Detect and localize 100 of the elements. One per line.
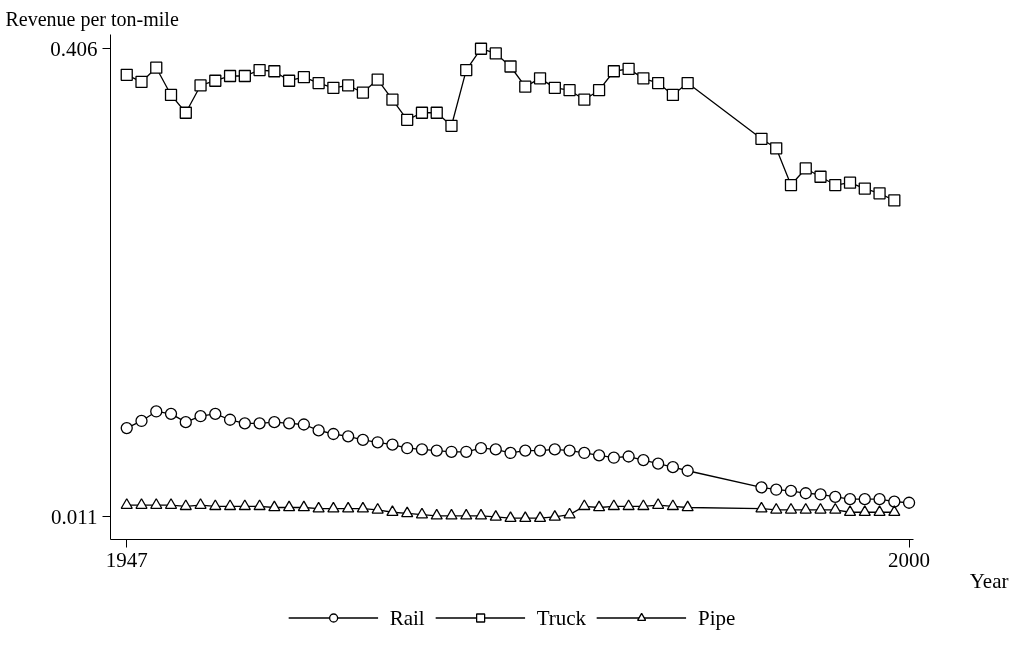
point: [474, 508, 488, 520]
point: [519, 511, 532, 522]
point: [681, 464, 694, 477]
point: [223, 499, 237, 511]
point: [282, 74, 296, 87]
point: [504, 446, 517, 460]
point: [164, 498, 178, 509]
point: [607, 451, 620, 464]
point: [430, 106, 443, 119]
point: [223, 69, 237, 83]
point: [238, 499, 251, 511]
point: [578, 499, 591, 511]
point: [519, 444, 532, 457]
point: [238, 69, 251, 83]
point: [135, 498, 148, 509]
point: [504, 60, 517, 73]
legend-label: Rail: [389, 605, 425, 630]
point: [342, 501, 355, 513]
point: [548, 443, 561, 456]
point: [829, 490, 842, 503]
point: [312, 76, 325, 90]
point: [430, 508, 443, 520]
point: [814, 502, 827, 514]
point: [563, 507, 576, 519]
point: [282, 500, 296, 512]
point: [120, 498, 133, 509]
point: [386, 505, 399, 517]
point: [592, 449, 606, 462]
point: [578, 93, 591, 106]
point: [401, 506, 414, 518]
point: [194, 410, 207, 423]
point: [637, 453, 650, 467]
point: [135, 414, 148, 428]
point: [622, 499, 635, 511]
point: [120, 421, 133, 435]
point: [592, 84, 606, 97]
point: [386, 438, 399, 451]
x-tick-label: 2000: [888, 547, 931, 572]
point: [401, 442, 414, 455]
point: [784, 502, 798, 514]
point: [135, 75, 148, 89]
point: [607, 65, 620, 78]
y-tick-label: 0.406: [50, 36, 98, 61]
point: [209, 499, 222, 511]
point: [209, 407, 222, 420]
point: [401, 113, 414, 126]
legend-label: Pipe: [698, 605, 736, 630]
point: [651, 457, 665, 470]
point: [164, 88, 178, 102]
point: [637, 499, 650, 511]
point: [637, 72, 650, 85]
point: [297, 71, 311, 84]
point: [164, 407, 178, 420]
point: [843, 505, 857, 517]
point: [843, 493, 857, 506]
point: [223, 413, 237, 426]
point: [755, 501, 768, 513]
point: [533, 511, 547, 522]
point: [371, 73, 384, 86]
point: [888, 194, 901, 207]
point: [592, 500, 606, 512]
point: [342, 79, 355, 92]
point: [651, 498, 665, 509]
point: [563, 84, 576, 97]
point: [799, 162, 812, 175]
point: [238, 417, 251, 430]
point: [873, 493, 886, 506]
point: [888, 505, 901, 517]
point: [150, 405, 163, 418]
point: [356, 501, 370, 513]
point: [445, 508, 458, 520]
point: [873, 187, 886, 200]
point: [548, 509, 561, 521]
point: [784, 484, 798, 498]
point: [666, 461, 680, 474]
point: [445, 119, 458, 132]
point: [312, 424, 325, 437]
point: [150, 61, 163, 74]
y-tick-label: 0.011: [51, 504, 98, 529]
point: [843, 176, 857, 189]
point: [312, 501, 325, 513]
point: [474, 42, 488, 55]
point: [415, 443, 429, 456]
point: [873, 505, 886, 517]
point: [327, 501, 340, 513]
point: [533, 72, 547, 85]
point: [179, 106, 192, 119]
point: [209, 74, 222, 87]
point: [563, 444, 576, 457]
point: [666, 499, 680, 511]
point: [460, 508, 473, 520]
point: [253, 417, 266, 430]
point: [578, 446, 591, 460]
point: [784, 178, 798, 192]
point: [504, 511, 517, 522]
x-axis-title: Year: [969, 569, 1009, 593]
point: [651, 76, 665, 90]
point: [666, 88, 680, 102]
point: [268, 416, 281, 429]
point: [327, 81, 340, 94]
